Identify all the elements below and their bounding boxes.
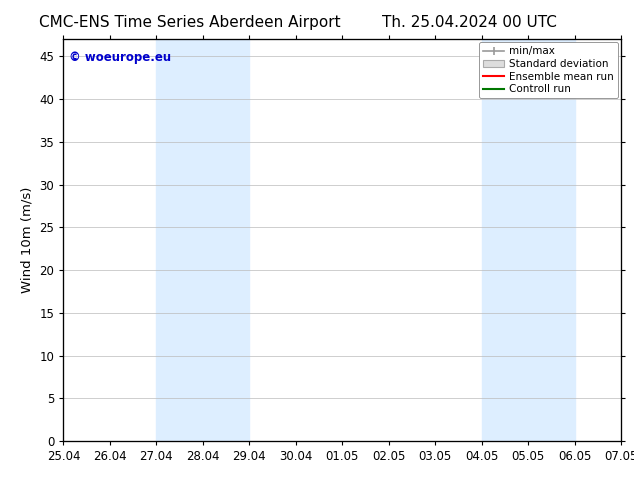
- Text: CMC-ENS Time Series Aberdeen Airport: CMC-ENS Time Series Aberdeen Airport: [39, 15, 341, 30]
- Bar: [157, 39, 249, 441]
- Bar: [482, 39, 575, 441]
- Y-axis label: Wind 10m (m/s): Wind 10m (m/s): [21, 187, 34, 294]
- Text: Th. 25.04.2024 00 UTC: Th. 25.04.2024 00 UTC: [382, 15, 557, 30]
- Legend: min/max, Standard deviation, Ensemble mean run, Controll run: min/max, Standard deviation, Ensemble me…: [479, 42, 618, 98]
- Text: © woeurope.eu: © woeurope.eu: [69, 51, 171, 64]
